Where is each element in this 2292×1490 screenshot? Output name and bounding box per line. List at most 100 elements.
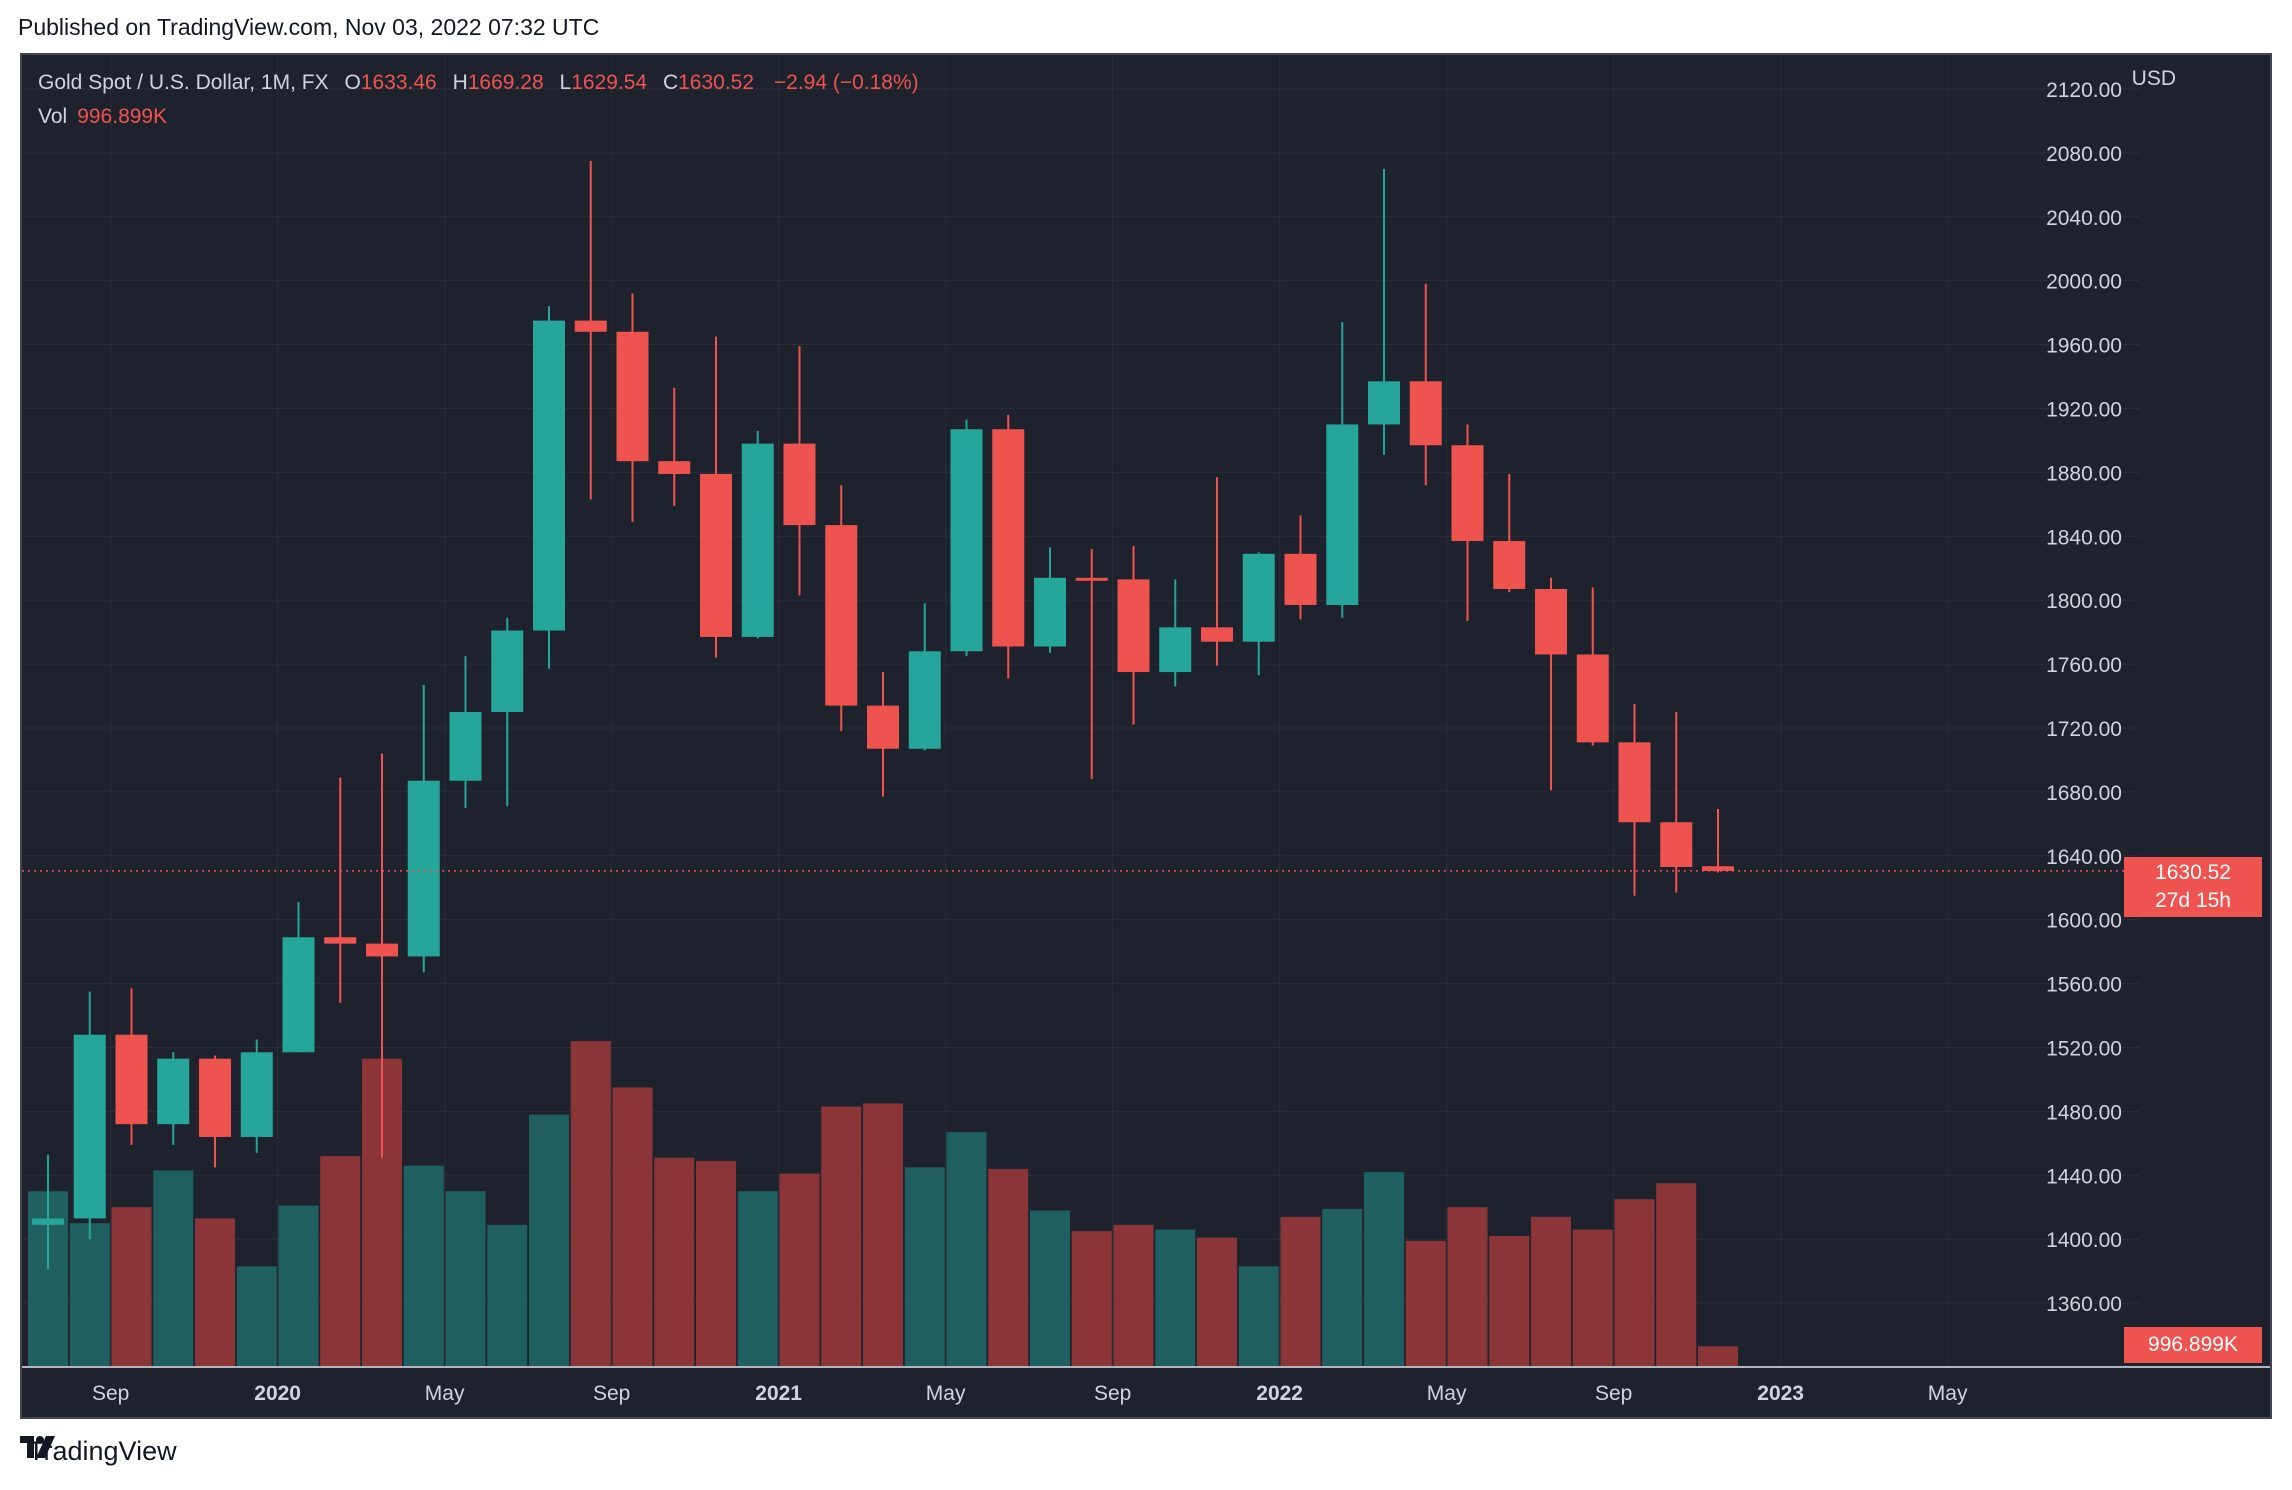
candle	[1242, 552, 1275, 676]
candle	[1576, 587, 1609, 746]
volume-bar	[1614, 1199, 1655, 1367]
volume-bar	[1155, 1229, 1196, 1367]
candle	[1493, 473, 1526, 593]
volume-bar	[1405, 1240, 1446, 1367]
candle-body	[533, 320, 565, 631]
candle-body	[783, 443, 816, 526]
candle-body	[1409, 381, 1442, 446]
candle-body	[825, 525, 858, 706]
time-tick-label: 2022	[1256, 1382, 1303, 1405]
candles	[22, 160, 2140, 1270]
candle	[533, 306, 565, 669]
time-axis: Sep 2020 May Sep 2021 May Sep 2022 May Sep 2023 May	[92, 1382, 1968, 1405]
candle	[1660, 712, 1693, 893]
volume-bar	[1364, 1172, 1404, 1367]
tradingview-logo[interactable]: TradingView	[20, 1436, 177, 1467]
volume-legend: Vol 996.899K	[38, 105, 167, 129]
currency-label: USD	[2131, 67, 2176, 90]
time-tick-label: 2021	[755, 1382, 802, 1405]
low-value: 1629.54	[571, 71, 648, 94]
volume-bar	[654, 1157, 695, 1367]
candle	[115, 988, 148, 1145]
open-value: 1633.46	[360, 71, 437, 94]
volume-bar	[696, 1160, 736, 1367]
candle	[1618, 704, 1651, 896]
volume-bar	[946, 1132, 987, 1367]
high-value: 1669.28	[467, 71, 544, 94]
time-tick-label: 2020	[254, 1382, 301, 1405]
time-tick-label: Sep	[92, 1382, 129, 1405]
volume-bar	[111, 1207, 152, 1367]
price-tick-label: 1840.00	[2046, 526, 2122, 549]
candle	[282, 902, 315, 1053]
volume-bar	[863, 1103, 903, 1367]
tradingview-logo-icon	[20, 1436, 55, 1458]
volume-bar	[1447, 1207, 1488, 1367]
candle-body	[741, 443, 774, 637]
candle-body	[491, 630, 524, 712]
volume-bar	[195, 1218, 235, 1367]
high-label: H	[452, 71, 468, 94]
volume-bar	[737, 1191, 778, 1367]
candle-body	[1618, 742, 1651, 823]
candle-body	[867, 705, 899, 749]
candle-body	[407, 780, 440, 957]
candle-body	[1493, 541, 1526, 589]
price-tick-label: 1880.00	[2046, 462, 2122, 485]
volume-bar	[153, 1170, 194, 1367]
last-price-value: 1630.52	[2155, 860, 2231, 884]
ohlc-legend: Gold Spot / U.S. Dollar, 1M, FX O1633.46…	[38, 71, 919, 95]
candle	[1368, 168, 1400, 455]
candle	[741, 430, 774, 639]
candle	[700, 336, 732, 658]
candle	[867, 672, 899, 797]
time-tick-label: May	[1427, 1382, 1467, 1405]
time-tick-label: 2023	[1757, 1382, 1804, 1405]
price-tick-label: 1440.00	[2046, 1165, 2122, 1188]
volume-bar	[320, 1156, 361, 1367]
close-label: C	[662, 71, 679, 94]
price-tick-label: 1400.00	[2046, 1229, 2122, 1252]
price-tick-label: 2080.00	[2046, 143, 2122, 166]
volume-bar	[779, 1173, 820, 1367]
price-tick-label: 2040.00	[2046, 207, 2122, 230]
price-tick-label: 1360.00	[2046, 1293, 2122, 1316]
volume-bar	[1071, 1231, 1112, 1367]
candle	[1201, 477, 1233, 666]
candle-body	[1451, 445, 1484, 542]
time-tick-label: Sep	[1595, 1382, 1632, 1405]
price-tick-label: 1960.00	[2046, 335, 2122, 358]
volume-bars	[28, 1041, 1738, 1367]
volume-bar	[821, 1106, 862, 1367]
volume-bar	[1489, 1236, 1530, 1367]
volume-bar	[1113, 1224, 1154, 1367]
symbol-title[interactable]: Gold Spot / U.S. Dollar, 1M, FX	[38, 71, 329, 94]
price-tick-label: 1600.00	[2046, 910, 2122, 933]
volume-bar	[1030, 1210, 1070, 1367]
candle	[992, 414, 1025, 679]
candle	[240, 1039, 273, 1153]
candlestick-chart[interactable]: 1360.00 1400.00 1440.00 1480.00 1520.00 1560.…	[22, 55, 2270, 1417]
candle	[449, 656, 482, 808]
volume-label[interactable]: Vol	[38, 105, 68, 128]
open-label: O	[344, 71, 361, 94]
candle	[658, 387, 691, 506]
volume-bar	[1280, 1216, 1321, 1367]
volume-bar	[988, 1168, 1029, 1367]
candle	[366, 753, 398, 1158]
close-value: 1630.52	[678, 71, 755, 94]
candle-body	[908, 651, 941, 749]
candle	[616, 293, 649, 522]
candle-body	[1576, 654, 1609, 743]
candle-body	[616, 331, 649, 462]
volume-bar	[1531, 1216, 1571, 1367]
candle-body	[700, 473, 732, 637]
chart-panel[interactable]: 1360.00 1400.00 1440.00 1480.00 1520.00 1560.…	[20, 53, 2272, 1419]
volume-bar	[69, 1223, 110, 1367]
last-volume-label: 996.899K	[2124, 1327, 2262, 1363]
time-tick-label: May	[926, 1382, 966, 1405]
candle-body	[1075, 577, 1108, 581]
candle-body	[157, 1058, 190, 1125]
candle	[407, 684, 440, 973]
candle-body	[574, 320, 607, 332]
